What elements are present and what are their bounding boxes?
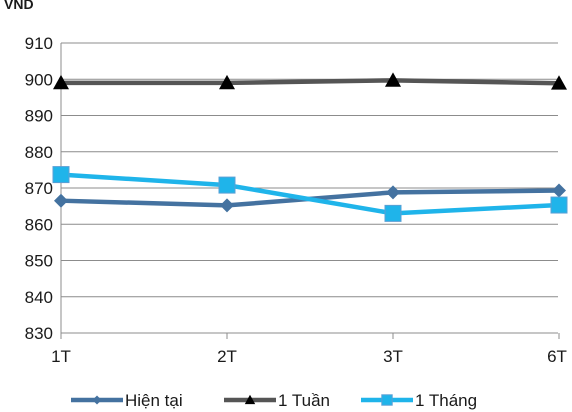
data-point-s0-3T	[386, 185, 400, 200]
y-tick-label: 900	[25, 70, 53, 89]
legend-label-0: Hiện tại	[125, 391, 183, 410]
data-point-s1-6T	[551, 75, 567, 90]
x-tick-label-1T: 1T	[51, 347, 71, 366]
data-point-s2-1T	[52, 166, 70, 184]
series-line-2	[60, 172, 560, 216]
series-markers	[52, 72, 568, 222]
data-point-s0-6T	[552, 183, 566, 198]
y-tick-label: 870	[25, 179, 53, 198]
y-tick-label: 880	[25, 143, 53, 162]
legend-marker-1	[244, 394, 256, 405]
data-point-s1-1T	[53, 74, 69, 90]
x-tick-label-3T: 3T	[383, 347, 403, 366]
data-point-s2-2T	[218, 176, 236, 194]
data-point-s1-3T	[385, 72, 401, 87]
y-tick-label: 860	[25, 215, 53, 234]
y-axis-label: VND	[4, 0, 34, 12]
y-tick-label: 850	[25, 252, 53, 271]
legend-label-2: 1 Tháng	[415, 391, 477, 410]
y-tick-label: 890	[25, 107, 53, 126]
legend-marker-2	[381, 394, 393, 406]
data-point-s0-1T	[54, 193, 68, 208]
data-point-s2-3T	[384, 204, 402, 222]
x-axis: 1T 2T 3T 6T	[51, 332, 567, 366]
gridlines	[60, 42, 558, 333]
x-tick-label-2T: 2T	[217, 347, 237, 366]
y-tick-label: 910	[25, 34, 53, 53]
y-tick-label: 840	[25, 288, 53, 307]
data-point-s2-6T	[550, 196, 568, 214]
x-tick-label-6T: 6T	[547, 347, 567, 366]
data-point-s0-2T	[220, 198, 234, 213]
y-axis-ticks: 830 840 850 860 870 880 890 900 910	[25, 34, 53, 343]
series-lines	[60, 78, 560, 216]
y-tick-label: 830	[25, 324, 53, 343]
data-point-s1-2T	[219, 74, 235, 90]
legend: Hiện tại 1 Tuần 1 Tháng	[71, 391, 477, 410]
series-line-1	[61, 78, 560, 86]
legend-marker-0	[92, 395, 102, 405]
legend-label-1: 1 Tuần	[278, 391, 330, 410]
